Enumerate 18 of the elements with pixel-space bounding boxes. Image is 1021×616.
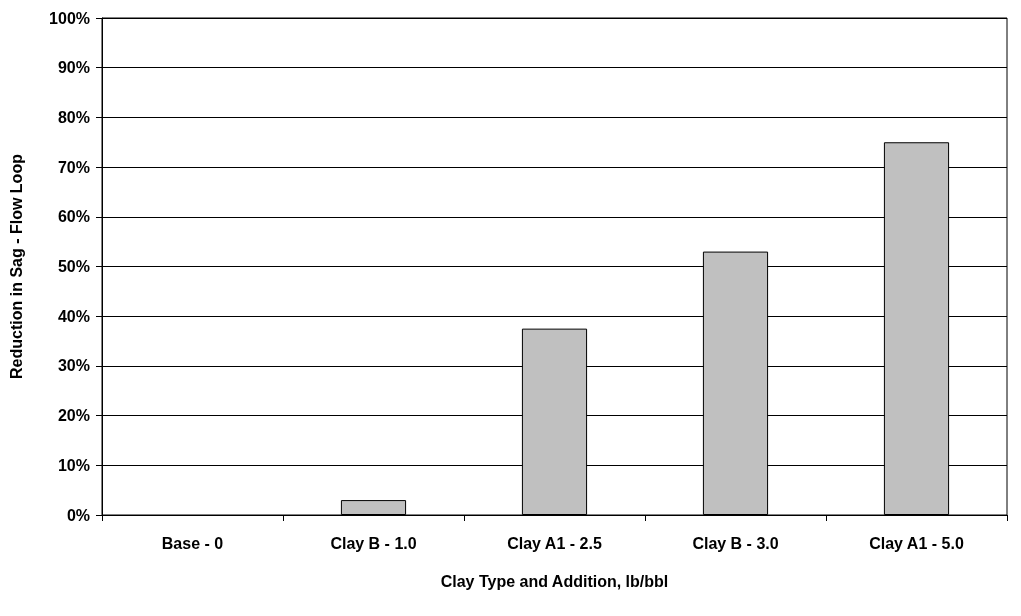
y-tick-label: 0%: [66, 506, 90, 524]
y-tick-label: 100%: [49, 9, 90, 27]
y-tick-label: 10%: [57, 456, 90, 474]
y-tick-label: 50%: [57, 258, 90, 275]
y-tick-label: 60%: [57, 208, 90, 226]
y-tick-label: 30%: [57, 357, 90, 375]
x-tick-label: Clay A1 - 2.5: [507, 534, 602, 552]
y-tick-label: 20%: [57, 407, 90, 425]
y-tick-label: 90%: [57, 59, 90, 77]
y-tick-label: 40%: [57, 307, 90, 325]
y-tick-label: 80%: [57, 108, 90, 126]
x-tick-label: Clay A1 - 5.0: [869, 534, 964, 552]
x-axis-title: Clay Type and Addition, lb/bbl: [440, 572, 669, 590]
y-tick-label: 70%: [57, 158, 90, 176]
x-tick-label: Clay B - 3.0: [692, 534, 779, 552]
x-tick-label: Base - 0: [161, 534, 224, 552]
y-axis-title: Reduction in Sag - Flow Loop: [7, 153, 25, 379]
x-tick-label: Clay B - 1.0: [330, 534, 417, 552]
